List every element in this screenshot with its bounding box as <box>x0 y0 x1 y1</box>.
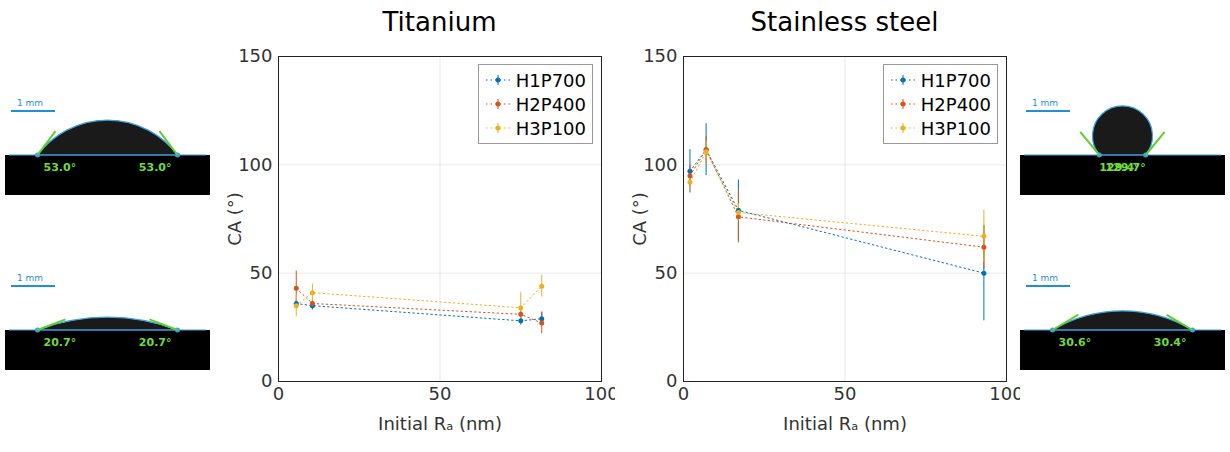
svg-text:Initial Rₐ (nm): Initial Rₐ (nm) <box>378 413 502 434</box>
html-text:Stainless steel: Stainless steel <box>750 7 939 37</box>
svg-text:129.4°: 129.4° <box>1099 161 1139 174</box>
html-text:H2P400: H2P400 <box>515 93 586 115</box>
svg-text:CA (°): CA (°) <box>629 192 650 246</box>
html-text:H1P700: H1P700 <box>920 69 991 91</box>
svg-text:1 mm: 1 mm <box>1032 98 1058 108</box>
svg-text:100: 100 <box>584 383 615 404</box>
svg-text:150: 150 <box>643 45 677 66</box>
html-text:H2P400: H2P400 <box>920 93 991 115</box>
html-text:H1P700: H1P700 <box>515 69 586 91</box>
svg-text:0: 0 <box>666 370 677 391</box>
svg-text:0: 0 <box>273 383 284 404</box>
svg-text:100: 100 <box>643 154 677 175</box>
svg-text:1 mm: 1 mm <box>17 98 43 108</box>
svg-text:53.0°: 53.0° <box>139 161 172 174</box>
html-text:Titanium: Titanium <box>382 7 497 37</box>
svg-text:CA (°): CA (°) <box>224 192 245 246</box>
svg-text:100: 100 <box>238 154 272 175</box>
svg-text:0: 0 <box>678 383 689 404</box>
svg-text:20.7°: 20.7° <box>139 336 172 349</box>
svg-text:0: 0 <box>261 370 272 391</box>
svg-text:1 mm: 1 mm <box>17 273 43 283</box>
svg-text:150: 150 <box>238 45 272 66</box>
svg-text:50: 50 <box>655 262 678 283</box>
svg-text:30.4°: 30.4° <box>1154 336 1187 349</box>
svg-text:1 mm: 1 mm <box>1032 273 1058 283</box>
svg-text:30.6°: 30.6° <box>1059 336 1092 349</box>
svg-text:53.0°: 53.0° <box>44 161 77 174</box>
html-text:H3P100: H3P100 <box>920 117 991 139</box>
svg-text:100: 100 <box>989 383 1020 404</box>
html-text:H3P100: H3P100 <box>515 117 586 139</box>
svg-text:Initial Rₐ (nm): Initial Rₐ (nm) <box>783 413 907 434</box>
svg-text:50: 50 <box>834 383 857 404</box>
svg-text:20.7°: 20.7° <box>44 336 77 349</box>
svg-text:50: 50 <box>250 262 273 283</box>
svg-text:50: 50 <box>429 383 452 404</box>
